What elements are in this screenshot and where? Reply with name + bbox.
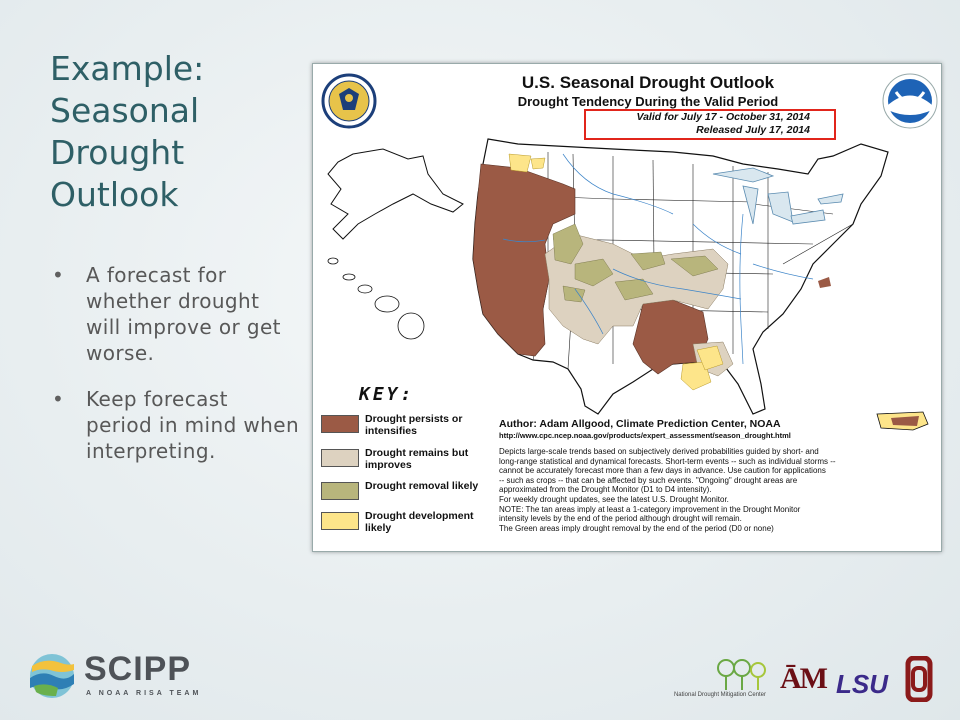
bullet-text: A forecast for whether drought will impr… <box>86 263 281 365</box>
description-line: long-range statistical and dynamical for… <box>499 456 836 466</box>
bullet-item: • Keep forecast period in mind when inter… <box>50 386 300 464</box>
persists-west <box>472 163 576 357</box>
key-swatch-persists <box>321 415 359 433</box>
ndmc-name: National Drought Mitigation Center <box>673 692 767 698</box>
description-line: approximated from the Drought Monitor (D… <box>499 485 712 495</box>
ou-logo-icon <box>905 656 933 702</box>
tamu-logo: ĀM <box>780 662 828 695</box>
author-credit: Author: Adam Allgood, Climate Prediction… <box>499 418 781 430</box>
description-line: intensity levels by the end of the perio… <box>499 514 742 524</box>
key-item: Drought persists or intensifies <box>321 413 495 437</box>
key-item: Drought development likely <box>321 510 495 534</box>
development-areas <box>508 153 724 391</box>
title-line: Outlook <box>50 175 179 214</box>
drought-outlook-map: U.S. Seasonal Drought Outlook Drought Te… <box>312 63 942 552</box>
key-swatch-improves <box>321 449 359 467</box>
title-line: Drought <box>50 133 185 172</box>
removal-areas <box>552 223 719 303</box>
bullet-dot-icon: • <box>52 263 65 287</box>
title-line: Seasonal <box>50 91 200 130</box>
map-graphic <box>321 73 938 431</box>
key-label: Drought development likely <box>365 510 474 534</box>
persists-texas <box>632 299 709 375</box>
bullet-item: • A forecast for whether drought will imp… <box>50 262 300 366</box>
scipp-wordmark: SCIPP <box>84 650 192 688</box>
description-line: For weekly drought updates, see the late… <box>499 494 729 504</box>
scipp-logo: SCIPP A NOAA RISA TEAM <box>28 650 228 702</box>
map-description: Depicts large-scale trends based on subj… <box>499 447 836 533</box>
valid-period-highlight <box>584 109 836 140</box>
scipp-globe-icon <box>30 654 74 698</box>
persists-east <box>818 277 831 288</box>
key-swatch-removal <box>321 482 359 500</box>
release-date: Released July 17, 2014 <box>696 124 810 136</box>
description-line: NOTE: The tan areas imply at least a 1-c… <box>499 504 801 514</box>
key-label: Drought remains but improves <box>365 447 469 471</box>
bullet-dot-icon: • <box>52 387 65 411</box>
figure-subtitle: Drought Tendency During the Valid Period <box>517 94 779 109</box>
noaa-logo-icon <box>882 73 938 129</box>
hawaii-islands <box>327 257 425 340</box>
title-line: Example: <box>50 49 205 88</box>
slide-title: Example: Seasonal Drought Outlook <box>50 48 290 216</box>
ndmc-logo: National Drought Mitigation Center <box>670 658 770 704</box>
great-lakes <box>712 167 844 225</box>
scipp-tagline: A NOAA RISA TEAM <box>86 690 202 697</box>
bullet-text: Keep forecast period in mind when interp… <box>86 387 300 463</box>
description-line: cannot be accurately forecast more than … <box>499 466 826 476</box>
commerce-seal-icon <box>321 73 377 129</box>
key-swatch-development <box>321 512 359 530</box>
puerto-rico <box>876 411 929 431</box>
bullet-list: • A forecast for whether drought will imp… <box>50 262 300 484</box>
valid-period: Valid for July 17 - October 31, 2014 <box>636 111 810 123</box>
key-item: Drought remains but improves <box>321 447 495 471</box>
key-label: Drought removal likely <box>365 480 479 492</box>
source-url[interactable]: http://www.cpc.ncep.noaa.gov/products/ex… <box>499 431 791 440</box>
ndmc-trees-icon <box>717 659 766 690</box>
key-item: Drought removal likely <box>321 480 495 500</box>
key-title: KEY: <box>359 384 415 405</box>
description-line: -- such as crops -- that can be affected… <box>499 475 798 485</box>
description-line: The Green areas imply drought removal by… <box>499 523 774 533</box>
lsu-logo: LSU <box>836 669 888 699</box>
key-label: Drought persists or intensifies <box>365 413 463 437</box>
figure-title: U.S. Seasonal Drought Outlook <box>521 73 775 92</box>
rivers <box>502 153 814 365</box>
alaska-outline <box>327 148 464 240</box>
description-line: Depicts large-scale trends based on subj… <box>499 447 819 456</box>
